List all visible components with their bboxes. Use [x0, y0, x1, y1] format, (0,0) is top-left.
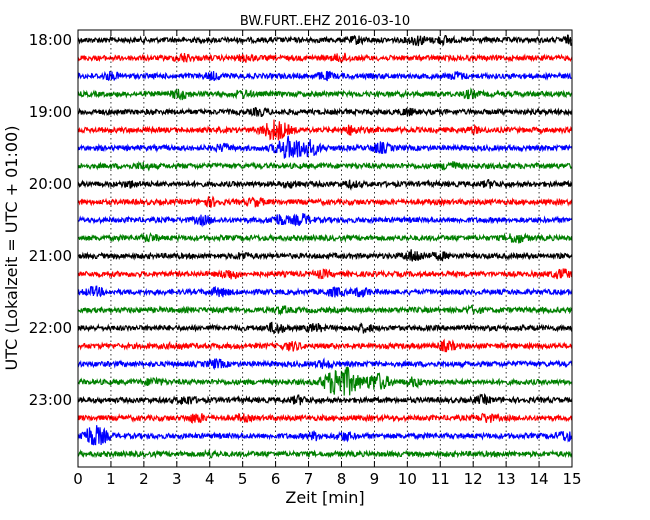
y-tick-label: 18:00: [29, 31, 72, 49]
y-tick-label: 22:00: [29, 319, 72, 337]
y-tick-label: 19:00: [29, 103, 72, 121]
x-tick-label: 14: [530, 470, 549, 488]
trace-2045: [77, 232, 573, 244]
y-axis-ticks: 18:00 19:00 20:00 21:00 22:00 23:00: [29, 31, 572, 409]
x-tick-label: 6: [271, 470, 281, 488]
y-tick-label: 21:00: [29, 247, 72, 265]
x-tick-label: 9: [370, 470, 380, 488]
trace-2100: [77, 249, 573, 262]
traces: [77, 34, 573, 459]
trace-2315: [77, 412, 573, 424]
x-gridlines: [110, 30, 540, 467]
x-tick-label: 11: [431, 470, 450, 488]
x-tick-label: 13: [497, 470, 516, 488]
trace-1830: [77, 70, 573, 82]
x-tick-label: 4: [205, 470, 215, 488]
trace-2300: [77, 393, 573, 406]
x-tick-label: 15: [562, 470, 581, 488]
x-tick-label: 5: [238, 470, 248, 488]
trace-1915: [77, 119, 573, 141]
trace-2015: [77, 195, 573, 208]
x-tick-label: 2: [139, 470, 149, 488]
x-tick-label: 1: [106, 470, 116, 488]
trace-1800: [77, 34, 573, 47]
chart-title: BW.FURT..EHZ 2016-03-10: [240, 14, 410, 29]
trace-2145: [77, 304, 573, 316]
plot-frame: [77, 29, 573, 468]
x-axis-label: Zeit [min]: [285, 488, 364, 507]
trace-2230: [77, 357, 573, 371]
y-axis-label: UTC (Lokalzeit = UTC + 01:00): [2, 126, 21, 371]
trace-1900: [77, 106, 573, 118]
x-tick-label: 8: [337, 470, 347, 488]
y-tick-label: 20:00: [29, 175, 72, 193]
trace-1815: [77, 52, 573, 64]
trace-2345: [77, 448, 573, 459]
x-tick-label: 0: [73, 470, 83, 488]
x-tick-label: 10: [398, 470, 417, 488]
y-tick-label: 23:00: [29, 391, 72, 409]
trace-2215: [77, 338, 573, 353]
trace-1945: [77, 160, 573, 172]
trace-2115: [77, 268, 573, 280]
trace-2200: [77, 321, 573, 335]
x-axis-ticks: 0 1 2 3 4 5 6 7 8 9 10 11 12 13 14 15: [73, 30, 582, 488]
x-tick-label: 3: [172, 470, 182, 488]
trace-1930: [77, 135, 573, 159]
trace-2330: [77, 425, 573, 446]
x-tick-label: 12: [464, 470, 483, 488]
trace-2245: [77, 366, 573, 396]
x-tick-label: 7: [304, 470, 314, 488]
trace-1845: [77, 87, 573, 101]
trace-2000: [77, 179, 573, 191]
trace-2130: [77, 285, 573, 298]
trace-2030: [77, 213, 573, 228]
